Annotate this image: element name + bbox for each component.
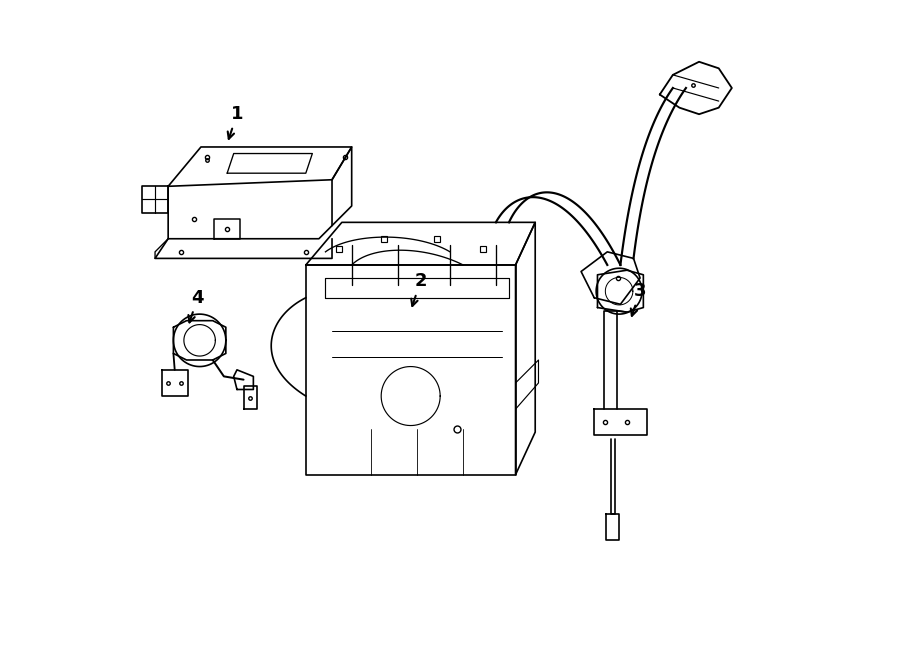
Text: 1: 1 xyxy=(228,105,243,139)
Text: 3: 3 xyxy=(631,282,646,316)
Text: 4: 4 xyxy=(188,289,204,323)
Text: 2: 2 xyxy=(411,272,427,306)
